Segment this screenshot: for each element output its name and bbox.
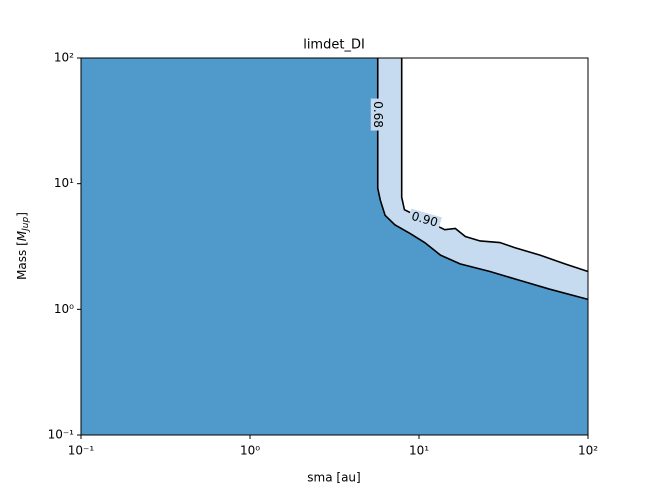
x-axis-label: sma [au] (307, 471, 360, 485)
y-label-symbol: M (15, 230, 29, 241)
fill-region-low (81, 58, 588, 435)
x-tick-label: 10² (578, 444, 598, 458)
contour-label: 0.68 (371, 101, 385, 128)
fill-region-mid (377, 58, 588, 300)
x-tick-label: 10⁻¹ (68, 444, 95, 458)
y-axis-label: Mass [MJup] (15, 212, 31, 280)
y-tick-label: 10¹ (54, 176, 74, 190)
contour-line (400, 58, 589, 273)
y-label-suffix: ] (15, 212, 29, 217)
contour-label-bg (370, 98, 385, 131)
x-tick-label: 10⁰ (240, 444, 260, 458)
contour-label-bg (407, 208, 442, 231)
contour-line (376, 58, 589, 301)
contour-label: 0.90 (410, 209, 440, 230)
y-tick-label: 10⁰ (54, 302, 74, 316)
y-label-prefix: Mass [ (15, 241, 29, 280)
y-label-subscript: Jup (21, 216, 31, 232)
chart-title: limdet_DI (303, 38, 365, 53)
x-tick-label: 10¹ (409, 444, 429, 458)
plot-frame (80, 57, 589, 436)
y-tick-label: 10⁻¹ (48, 428, 75, 442)
y-tick-label: 10² (54, 51, 74, 65)
